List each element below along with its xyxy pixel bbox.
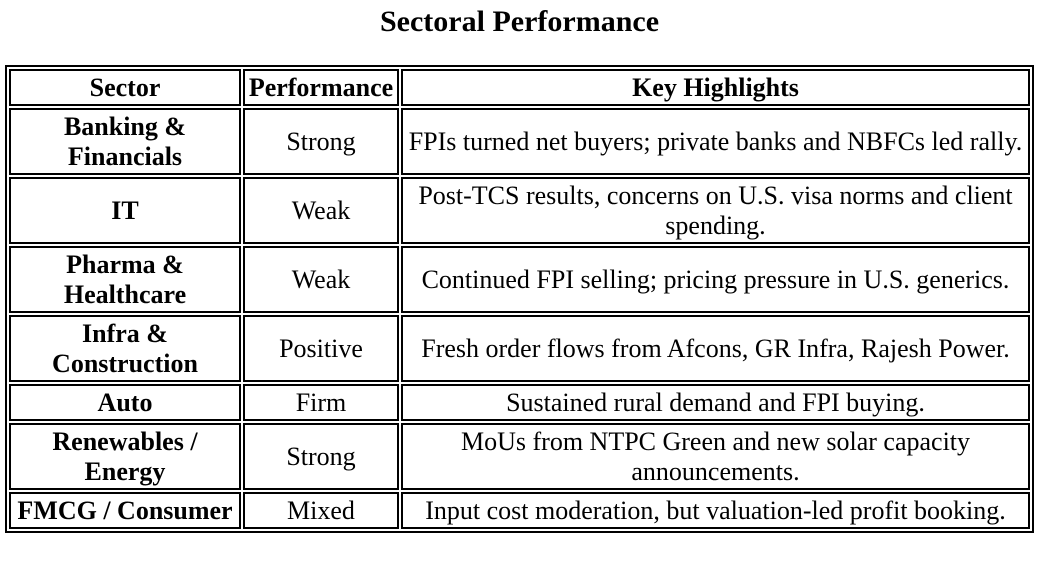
sector-cell: Renewables / Energy bbox=[9, 423, 241, 490]
table-header-row: Sector Performance Key Highlights bbox=[9, 69, 1030, 106]
table-row-infra-construction: Infra & Construction Positive Fresh orde… bbox=[9, 315, 1030, 382]
column-header-key-highlights: Key Highlights bbox=[401, 69, 1030, 106]
sector-cell: Auto bbox=[9, 384, 241, 421]
performance-cell: Weak bbox=[243, 177, 399, 244]
table-row-fmcg-consumer: FMCG / Consumer Mixed Input cost moderat… bbox=[9, 492, 1030, 529]
highlights-cell: Fresh order flows from Afcons, GR Infra,… bbox=[401, 315, 1030, 382]
column-header-sector: Sector bbox=[9, 69, 241, 106]
sector-cell: Pharma & Healthcare bbox=[9, 246, 241, 313]
performance-cell: Positive bbox=[243, 315, 399, 382]
sector-cell: IT bbox=[9, 177, 241, 244]
column-header-performance: Performance bbox=[243, 69, 399, 106]
table-row-banking-financials: Banking & Financials Strong FPIs turned … bbox=[9, 108, 1030, 175]
sector-cell: Banking & Financials bbox=[9, 108, 241, 175]
highlights-cell: Post-TCS results, concerns on U.S. visa … bbox=[401, 177, 1030, 244]
highlights-cell: Sustained rural demand and FPI buying. bbox=[401, 384, 1030, 421]
sectoral-performance-table: Sector Performance Key Highlights Bankin… bbox=[5, 65, 1034, 533]
table-row-renewables-energy: Renewables / Energy Strong MoUs from NTP… bbox=[9, 423, 1030, 490]
highlights-cell: Continued FPI selling; pricing pressure … bbox=[401, 246, 1030, 313]
sector-cell: Infra & Construction bbox=[9, 315, 241, 382]
highlights-cell: MoUs from NTPC Green and new solar capac… bbox=[401, 423, 1030, 490]
performance-cell: Strong bbox=[243, 108, 399, 175]
table-row-pharma-healthcare: Pharma & Healthcare Weak Continued FPI s… bbox=[9, 246, 1030, 313]
sector-cell: FMCG / Consumer bbox=[9, 492, 241, 529]
table-row-auto: Auto Firm Sustained rural demand and FPI… bbox=[9, 384, 1030, 421]
performance-cell: Weak bbox=[243, 246, 399, 313]
performance-cell: Firm bbox=[243, 384, 399, 421]
highlights-cell: FPIs turned net buyers; private banks an… bbox=[401, 108, 1030, 175]
table-row-it: IT Weak Post-TCS results, concerns on U.… bbox=[9, 177, 1030, 244]
performance-cell: Mixed bbox=[243, 492, 399, 529]
page-title: Sectoral Performance bbox=[379, 5, 660, 38]
performance-cell: Strong bbox=[243, 423, 399, 490]
highlights-cell: Input cost moderation, but valuation-led… bbox=[401, 492, 1030, 529]
